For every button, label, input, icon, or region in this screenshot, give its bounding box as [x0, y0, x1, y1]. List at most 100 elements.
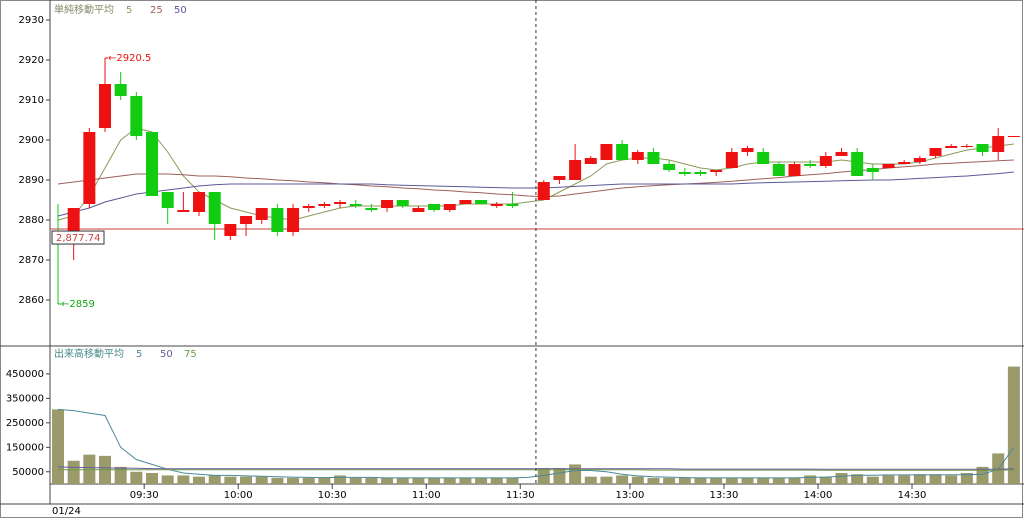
volume-bar [208, 475, 221, 484]
volume-bar [161, 475, 174, 484]
candle-body [490, 204, 503, 206]
y-tick-label: 2890 [19, 175, 44, 186]
x-tick-label: 14:00 [804, 490, 833, 501]
y-tick-label: 450000 [6, 369, 44, 380]
candle-body [960, 146, 973, 147]
volume-bar [114, 466, 127, 484]
volume-bar [381, 477, 394, 484]
volume-bar [757, 477, 770, 484]
volume-bar [396, 477, 409, 484]
legend-entry: 50 [160, 349, 173, 360]
volume-bar [349, 477, 362, 484]
candle-body [992, 136, 1005, 152]
volume-bar [929, 474, 942, 484]
volume-bar [694, 477, 707, 484]
y-tick-label: 2920 [19, 55, 44, 66]
volume-bar [318, 477, 331, 484]
volume-bar [537, 468, 550, 484]
y-tick-label: 2860 [19, 295, 44, 306]
candle-body [161, 192, 174, 208]
candle-body [271, 208, 284, 232]
volume-bar [287, 477, 300, 484]
reference-label-box [51, 230, 105, 245]
candle-body [898, 162, 911, 164]
y-tick-label: 2930 [19, 15, 44, 26]
legend-entry: 5 [126, 5, 132, 16]
candle-body [1007, 136, 1020, 137]
y-tick-label: 2900 [19, 135, 44, 146]
candle-body [882, 164, 895, 168]
candle-body [412, 208, 425, 212]
volume-bar [334, 475, 347, 484]
candle-body [177, 210, 190, 212]
y-tick-label: 2870 [19, 255, 44, 266]
candle-body [804, 164, 817, 166]
x-tick-label: 10:00 [224, 490, 253, 501]
candle-body [318, 204, 331, 206]
date-label: 01/24 [52, 506, 81, 517]
volume-bar [255, 476, 268, 484]
candle-body [616, 144, 629, 160]
volume-bar [224, 476, 237, 484]
volume-bar [866, 476, 879, 484]
volume-bar [960, 472, 973, 484]
legend-entry: 50 [174, 5, 187, 16]
annotation: ←2920.5 [108, 53, 151, 64]
volume-bar [772, 477, 785, 484]
volume-bar [835, 472, 848, 484]
volume-bar [553, 468, 566, 484]
candle-body [976, 144, 989, 152]
volume-bar [976, 466, 989, 484]
volume-bar [851, 474, 864, 484]
volume-bar [130, 471, 143, 484]
volume-bar [663, 477, 676, 484]
x-tick-label: 09:30 [130, 490, 159, 501]
volume-bar [725, 477, 738, 484]
volume-bar [584, 476, 597, 484]
volume-bar [52, 409, 64, 484]
candle-body [302, 206, 315, 208]
candle-body [381, 200, 394, 208]
legend-entry: 75 [184, 349, 197, 360]
volume-bar [678, 477, 691, 484]
candle-body [224, 224, 237, 236]
x-tick-label: 13:00 [616, 490, 645, 501]
candle-body [208, 192, 221, 224]
annotation: ←2859 [61, 299, 95, 310]
volume-bar [412, 477, 425, 484]
volume-bar [365, 477, 378, 484]
candle-body [710, 170, 723, 172]
x-tick-label: 13:30 [710, 490, 739, 501]
volume-bar [898, 475, 911, 484]
candle-body [83, 132, 96, 204]
candle-body [663, 164, 676, 170]
candle-body [835, 152, 848, 156]
candle-body [631, 152, 644, 160]
x-tick-label: 10:30 [318, 490, 347, 501]
volume-bar [945, 475, 958, 484]
candle-body [255, 208, 268, 220]
candle-body [772, 164, 785, 176]
candle-body [349, 204, 362, 206]
legend-title: 出来高移動平均 [54, 347, 124, 360]
candle-body [396, 200, 409, 206]
candle-body [569, 160, 582, 180]
volume-bar [240, 476, 253, 484]
candle-body [819, 156, 832, 166]
volume-bar [569, 464, 582, 484]
volume-bar [302, 477, 315, 484]
volume-bar [913, 474, 926, 484]
volume-bar [647, 477, 660, 484]
candle-body [929, 148, 942, 156]
x-tick-label: 11:30 [506, 490, 535, 501]
volume-bar [67, 460, 80, 484]
candle-body [866, 168, 879, 172]
volume-bar [490, 477, 503, 484]
candle-body [647, 152, 660, 164]
y-tick-label: 50000 [12, 467, 44, 478]
candle-body [584, 158, 597, 164]
reference-label: 2,877.74 [56, 233, 101, 244]
legend-entry: 5 [136, 349, 142, 360]
volume-bar [631, 476, 644, 484]
